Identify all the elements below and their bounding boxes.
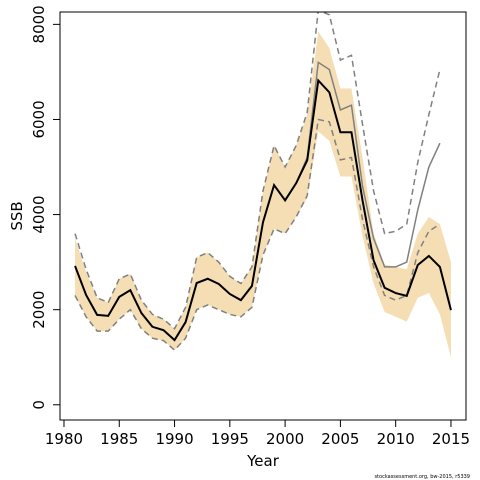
series-line [74,12,441,330]
x-axis-label: Year [246,452,280,470]
footer: stockassessment.org, bw-2015, r5339 [374,474,470,480]
series-line [74,78,452,342]
y-tick-label: 6000 [30,100,48,138]
x-tick-label: 2000 [266,430,304,448]
plot-frame [59,11,467,421]
plot-area [74,12,452,358]
x-tick-label: 2015 [432,430,470,448]
y-tick-label: 8000 [30,5,48,43]
y-tick-label: 0 [30,400,48,410]
y-tick-label: 4000 [30,195,48,233]
x-tick-label: 1995 [211,430,249,448]
y-axis-label: SSB [8,201,26,230]
x-tick-label: 1985 [100,430,138,448]
x-tick-label: 1980 [45,430,83,448]
x-tick-label: 1990 [155,430,193,448]
y-tick-label: 2000 [30,291,48,329]
x-tick-label: 2005 [321,430,359,448]
x-tick-label: 2010 [377,430,415,448]
series-line [74,118,441,352]
confidence-band [75,31,451,358]
